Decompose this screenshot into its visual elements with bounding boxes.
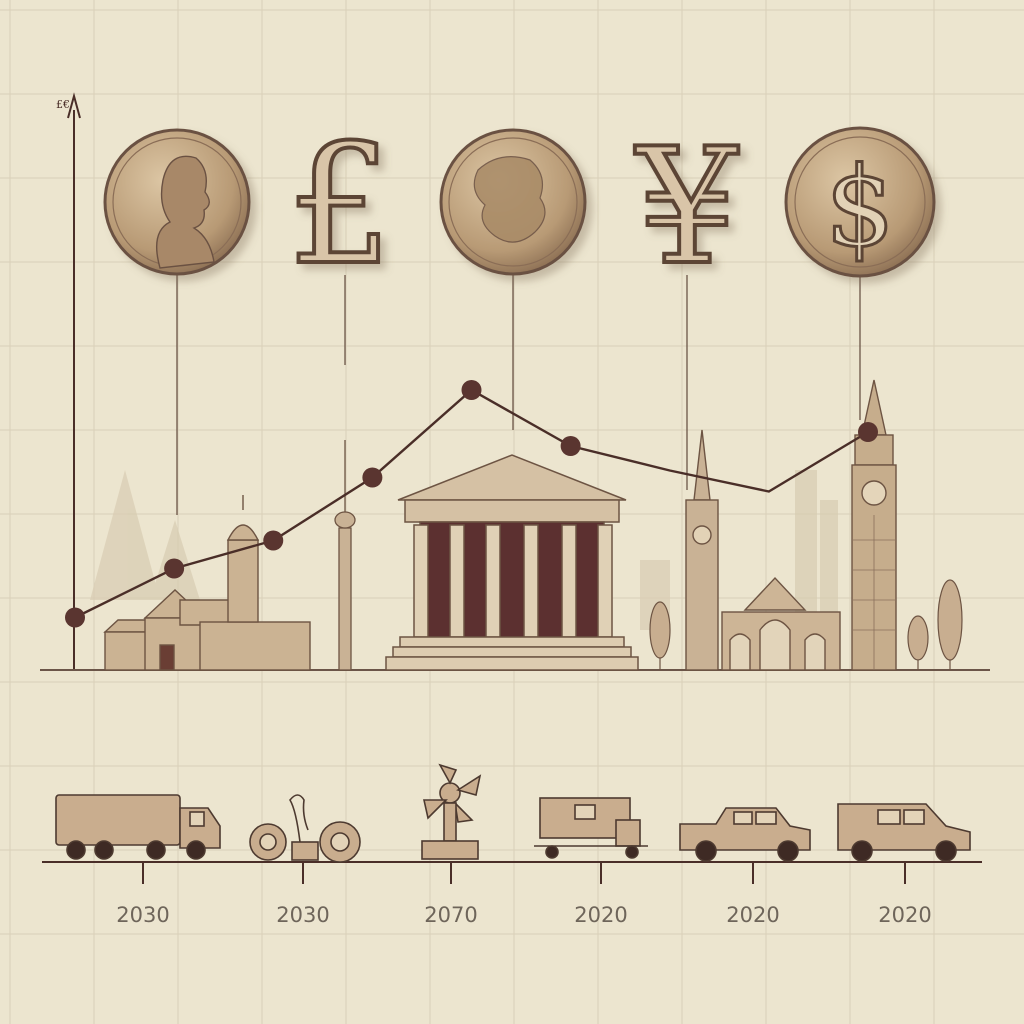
dollar-glyph: $ <box>825 143 895 271</box>
timeline-labels: 2030 2030 2070 2020 2020 2020 <box>116 903 931 927</box>
pickup-car-icon <box>679 807 811 862</box>
timeline-label-4: 2020 <box>574 903 627 927</box>
data-point-3 <box>263 530 284 551</box>
data-point-2 <box>164 558 185 579</box>
data-point-9 <box>858 422 878 442</box>
coin-pin-lines <box>176 275 861 515</box>
greek-temple <box>385 454 639 671</box>
clock-tower-small <box>685 429 719 671</box>
yen-glyph: ¥ <box>634 113 739 300</box>
village-houses <box>103 495 311 671</box>
data-point-5 <box>461 380 482 400</box>
truck-icon <box>55 794 221 860</box>
factory-cart-icon <box>534 797 648 859</box>
y-axis: £€ <box>56 92 81 670</box>
data-point-4 <box>362 467 383 488</box>
series-line-group <box>65 380 878 628</box>
portrait-icon <box>156 155 215 269</box>
dollar-coin: $ <box>784 126 936 278</box>
timeline-label-2: 2030 <box>276 903 329 927</box>
pound-glyph: £ <box>288 109 393 301</box>
tv-tower <box>334 440 356 671</box>
data-point-6 <box>560 436 581 456</box>
map-coin <box>439 128 587 276</box>
portrait-coin <box>103 128 251 276</box>
timeline-label-6: 2020 <box>878 903 931 927</box>
yen-symbol: ¥ <box>632 111 741 302</box>
y-axis-top-label: £€ <box>56 98 70 111</box>
map-icon <box>473 156 546 243</box>
timeline-label-3: 2070 <box>424 903 477 927</box>
windmill-icon <box>421 763 482 860</box>
data-point-1 <box>65 607 85 628</box>
van-icon <box>837 803 971 862</box>
pound-symbol: £ <box>286 107 395 303</box>
currency-row: £ ¥ $ <box>103 107 936 303</box>
timeline-label-1: 2030 <box>116 903 169 927</box>
trees <box>649 579 963 670</box>
timeline-ticks <box>142 862 906 884</box>
big-ben-tower <box>851 379 897 671</box>
timeline-label-5: 2020 <box>726 903 779 927</box>
machinery-icon <box>249 794 361 863</box>
ruined-arch <box>721 576 841 671</box>
